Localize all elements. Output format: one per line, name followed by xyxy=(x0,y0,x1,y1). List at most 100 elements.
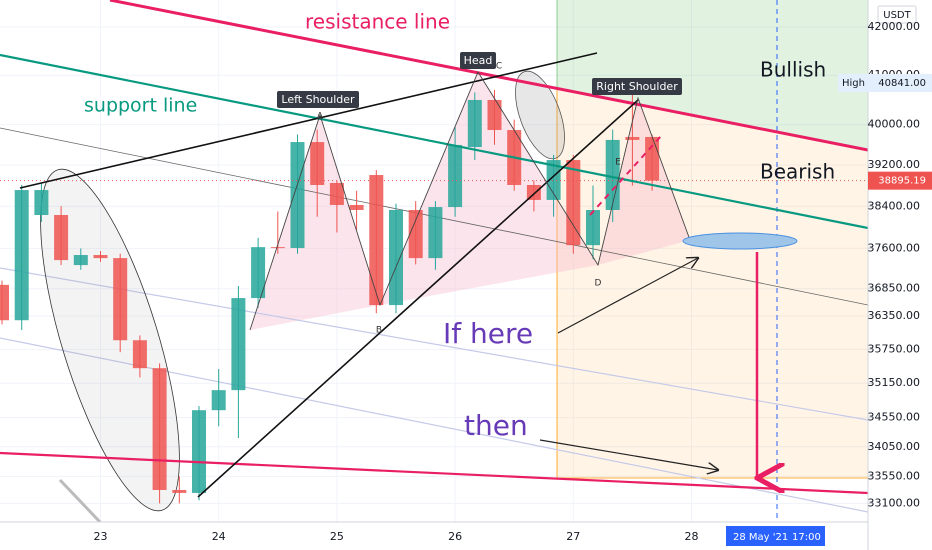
pointer-arrow xyxy=(539,439,718,470)
candle-body xyxy=(329,182,344,205)
candle-body xyxy=(625,136,640,140)
crosshair-date: 28 May '21 xyxy=(733,532,788,543)
y-tick-label: 35150.00 xyxy=(868,376,921,389)
point-label: A xyxy=(317,112,324,122)
candle-body xyxy=(408,209,423,259)
crosshair-time: 17:00 xyxy=(792,532,821,543)
candle-body xyxy=(231,298,246,391)
candle-body xyxy=(349,204,364,210)
high-value: 40841.00 xyxy=(878,78,926,89)
high-label: High xyxy=(842,78,865,89)
candles xyxy=(0,82,868,504)
y-tick-label: 39200.00 xyxy=(868,158,921,171)
trend-line xyxy=(19,52,598,189)
candle-body xyxy=(211,390,226,411)
candle-body xyxy=(546,160,561,200)
annotation: Right Shoulder xyxy=(596,80,678,93)
candle-body xyxy=(34,190,49,216)
x-tick-label: 27 xyxy=(566,530,580,543)
y-tick-label: 38400.00 xyxy=(868,199,921,212)
candle-body xyxy=(132,340,147,369)
annotation: If here xyxy=(443,317,533,350)
annotation: Bullish xyxy=(760,58,826,82)
candle-body xyxy=(270,247,285,249)
highlight-ellipse xyxy=(515,70,565,160)
candle-body xyxy=(251,247,266,299)
drawings-front xyxy=(0,0,868,498)
drawings-back xyxy=(0,0,868,522)
x-tick-label: 24 xyxy=(212,530,226,543)
candle-body xyxy=(14,190,29,321)
candle-body xyxy=(645,136,660,181)
last-price-box xyxy=(868,171,932,190)
currency: USDT xyxy=(883,10,911,21)
y-tick-label: 33100.00 xyxy=(868,496,921,509)
bullish-zone xyxy=(557,0,868,150)
label-box xyxy=(277,91,359,108)
candle-body xyxy=(152,368,167,490)
candle-body xyxy=(310,142,325,185)
candle-body xyxy=(566,160,581,246)
candle-body xyxy=(467,99,482,148)
candle-body xyxy=(113,258,128,341)
point-label: B xyxy=(376,326,382,336)
annotation: then xyxy=(464,409,528,442)
annotation: resistance line xyxy=(305,10,450,34)
bearish-zone xyxy=(556,87,868,479)
axes: 42000.0041000.0040000.0039200.0038400.00… xyxy=(94,20,932,543)
point-label: C xyxy=(496,62,502,72)
lower-line xyxy=(0,451,868,495)
point-label: E xyxy=(615,158,621,168)
y-tick-label: 40000.00 xyxy=(868,118,921,131)
y-tick-label: 34550.00 xyxy=(868,411,921,424)
last-price-label: 38895.19 xyxy=(878,176,926,187)
pattern-outline xyxy=(249,71,691,331)
y-tick-label: 33550.00 xyxy=(868,469,921,482)
label-box xyxy=(592,78,682,95)
x-tick-label: 26 xyxy=(448,530,462,543)
annotation: Left Shoulder xyxy=(281,93,355,106)
resistance-line xyxy=(109,0,868,152)
candle-body xyxy=(369,175,384,306)
support-line xyxy=(0,53,868,230)
time-axis xyxy=(0,522,868,550)
high-box xyxy=(838,73,932,92)
candle-body xyxy=(605,139,620,210)
candle-body xyxy=(389,209,403,306)
pattern-fill xyxy=(250,115,380,330)
currency-box xyxy=(877,5,917,24)
candle-body xyxy=(448,144,463,208)
x-tick-label: 23 xyxy=(94,530,108,543)
y-tick-label: 36350.00 xyxy=(868,309,921,322)
y-tick-label: 36850.00 xyxy=(868,282,921,295)
annotation: support line xyxy=(84,95,197,117)
candle-body xyxy=(428,207,443,259)
candle-body xyxy=(290,142,305,249)
point-label: D xyxy=(595,279,602,289)
pattern-fill xyxy=(598,98,690,265)
candle-body xyxy=(73,255,88,266)
label-box xyxy=(460,52,496,69)
y-tick-label: 34050.00 xyxy=(868,440,921,453)
projection-line xyxy=(589,134,663,216)
crosshair-date-box xyxy=(726,526,825,546)
candle-body xyxy=(172,489,187,493)
candle-body xyxy=(586,209,600,246)
pointer-arrow xyxy=(557,258,698,334)
trend-line xyxy=(197,99,639,498)
x-tick-label: 25 xyxy=(330,530,344,543)
candle-body xyxy=(93,255,108,259)
y-tick-label: 35750.00 xyxy=(868,342,921,355)
candle-body xyxy=(0,284,9,321)
highlight-ellipse xyxy=(40,168,180,512)
annotation: Head xyxy=(464,54,493,67)
target-ellipse xyxy=(682,232,798,250)
y-tick-label: 42000.00 xyxy=(868,20,921,33)
candle-body xyxy=(487,99,502,131)
x-tick-label: 28 xyxy=(685,530,699,543)
candle-body xyxy=(54,215,69,261)
annotation: Bearish xyxy=(760,160,835,184)
trend-line xyxy=(58,478,102,522)
y-tick-label: 37600.00 xyxy=(868,241,921,254)
